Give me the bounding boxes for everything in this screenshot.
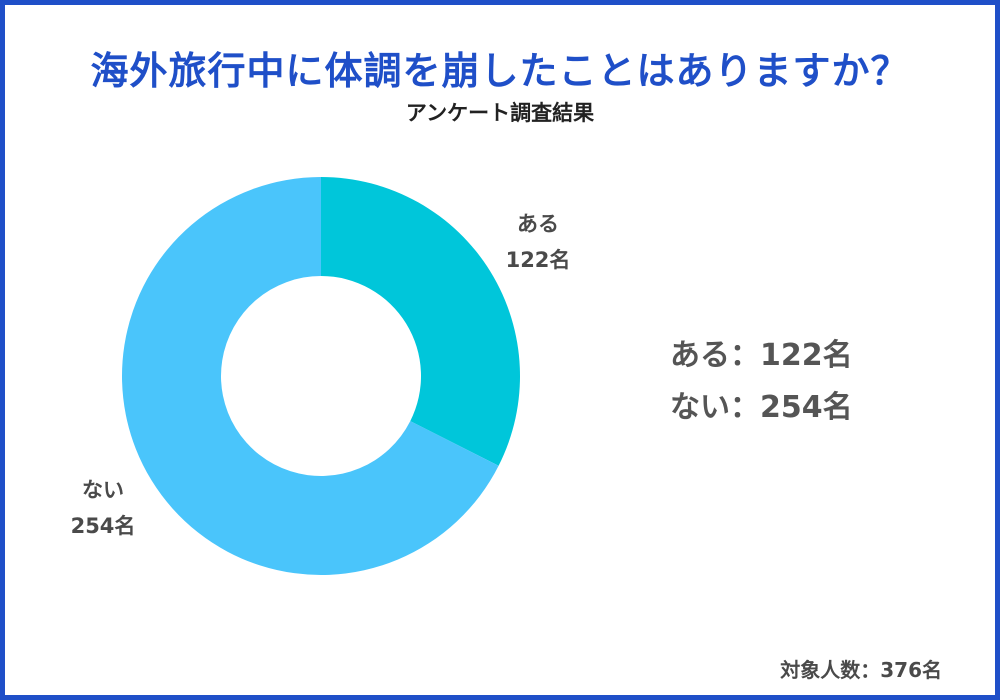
donut-slice-nai — [121, 177, 499, 575]
slice-label-nai: ない 254名 — [71, 478, 136, 538]
donut-slice-aru — [321, 177, 520, 466]
legend-value: 122名 — [760, 338, 853, 373]
legend-separator: ： — [730, 390, 760, 425]
slice-label-aru: ある 122名 — [506, 212, 571, 272]
legend-value: 254名 — [760, 390, 853, 425]
chart-subtitle: アンケート調査結果 — [405, 101, 595, 125]
legend-item-aru: ある：122名 — [670, 330, 853, 382]
slice-label-aru-value: 122名 — [506, 248, 571, 272]
legend-separator: ： — [730, 338, 760, 373]
chart-title: 海外旅行中に体調を崩したことはありますか？ — [90, 49, 910, 93]
respondent-count: 対象人数：376名 — [780, 658, 942, 682]
legend: ある：122名 ない：254名 — [670, 330, 853, 434]
slice-label-aru-name: ある — [517, 212, 559, 236]
slice-label-nai-name: ない — [82, 478, 124, 502]
donut-slices — [121, 177, 520, 575]
legend-item-nai: ない：254名 — [670, 382, 853, 434]
legend-label: ある — [670, 338, 730, 373]
legend-label: ない — [670, 390, 730, 425]
slice-label-nai-value: 254名 — [71, 514, 136, 538]
